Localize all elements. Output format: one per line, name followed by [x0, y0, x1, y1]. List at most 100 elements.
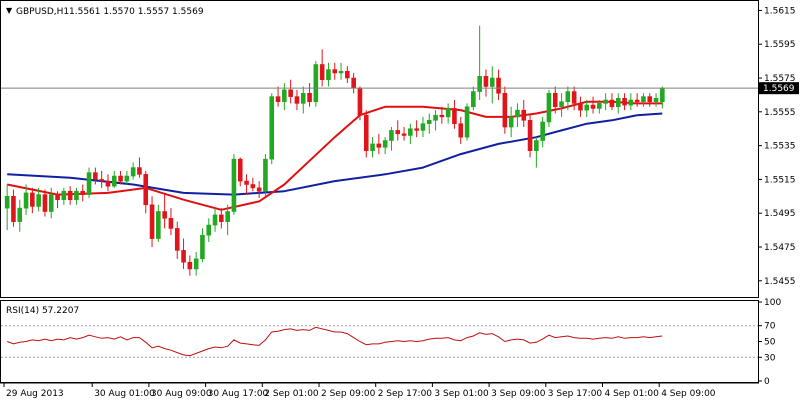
candle-bull — [36, 194, 41, 207]
price-tick-label: 1.5475 — [764, 243, 796, 253]
price-tick-label: 1.5535 — [764, 142, 796, 152]
candle-bull — [515, 109, 520, 118]
candle-bull — [559, 101, 564, 108]
ma-slow-line — [7, 112, 663, 196]
candle-bear — [11, 196, 16, 222]
rsi-pane — [0, 300, 759, 383]
candle-bear — [187, 261, 193, 270]
candle-bear — [502, 92, 508, 128]
candle-bull — [603, 99, 608, 104]
rsi-axis: 100 70 50 30 0 — [758, 298, 781, 387]
candle-bull — [382, 140, 388, 148]
rsi-tick-label: 100 — [764, 298, 781, 308]
price-tick-label: 1.5615 — [764, 6, 796, 16]
candle-bear — [118, 175, 123, 182]
candle-bull — [282, 89, 287, 102]
candle-bear — [80, 190, 86, 195]
price-tick-label: 1.5595 — [764, 40, 796, 50]
candle-bear — [376, 143, 382, 148]
candle-bull — [263, 158, 268, 192]
candle-bull — [300, 92, 306, 104]
candle-bull — [156, 211, 161, 239]
candle-bull — [17, 207, 23, 222]
price-pane — [0, 0, 759, 298]
candle-bull — [477, 76, 482, 92]
candle-bull — [565, 91, 571, 102]
candle-bull — [61, 190, 67, 200]
candle-bear — [439, 114, 445, 118]
candle-bear — [275, 96, 281, 102]
candle-bear — [250, 184, 256, 189]
candles — [4, 25, 665, 276]
time-tick-label: 2 Sep 17:00 — [378, 389, 433, 399]
candle-bull — [313, 64, 319, 102]
price-tick-label: 1.5495 — [764, 209, 796, 219]
candle-bull — [615, 98, 621, 108]
candle-bear — [483, 76, 489, 87]
rsi-series — [7, 326, 663, 357]
candle-bear — [458, 123, 464, 138]
candle-bear — [319, 64, 325, 81]
candle-bear — [332, 69, 338, 74]
candle-bear — [552, 92, 558, 108]
candle-bull — [660, 87, 665, 102]
candle-bear — [452, 108, 457, 124]
triangle-down-icon: ▼ — [6, 6, 13, 15]
candle-bear — [149, 204, 155, 239]
candle-bear — [237, 158, 243, 182]
candle-bull — [74, 190, 79, 200]
candle-bull — [426, 119, 432, 124]
candle-bear — [571, 91, 577, 104]
candle-bull — [4, 196, 10, 209]
rsi-line — [7, 326, 663, 357]
candle-bear — [622, 98, 627, 106]
candle-bull — [86, 172, 92, 195]
candle-bull — [445, 108, 451, 118]
rsi-title: RSI(14) 57.2207 — [6, 306, 79, 316]
candle-bear — [99, 179, 104, 182]
candle-bear — [256, 187, 262, 192]
candle-bull — [433, 114, 438, 121]
candle-bear — [294, 96, 300, 104]
candle-bull — [534, 140, 539, 151]
time-tick-label: 30 Aug 09:00 — [151, 389, 212, 399]
candle-bull — [628, 99, 634, 106]
candle-bull — [641, 96, 646, 102]
candle-bear — [137, 167, 142, 175]
candle-bull — [206, 224, 212, 236]
candle-bear — [288, 89, 293, 97]
candle-bull — [212, 214, 218, 226]
time-tick-label: 3 Sep 09:00 — [491, 389, 546, 399]
ohlc-label: 1.5561 1.5570 1.5557 1.5569 — [69, 7, 204, 17]
candle-bull — [269, 96, 275, 160]
candle-bull — [23, 192, 29, 209]
candle-bear — [67, 190, 73, 200]
symbol-label: GBPUSD,H1 — [16, 7, 69, 17]
time-tick-label: 3 Sep 01:00 — [434, 389, 489, 399]
time-tick-label: 4 Sep 09:00 — [661, 389, 716, 399]
candle-bull — [200, 234, 205, 260]
time-tick-label: 2 Sep 09:00 — [321, 389, 376, 399]
time-tick-label: 30 Aug 17:00 — [208, 389, 269, 399]
rsi-tick-label: 50 — [764, 338, 776, 348]
candle-bear — [93, 172, 98, 180]
candle-bear — [168, 217, 174, 229]
rsi-tick-label: 30 — [764, 353, 776, 363]
candle-bull — [370, 143, 375, 151]
candle-bear — [363, 114, 369, 151]
candle-bull — [584, 104, 590, 111]
candle-bear — [143, 174, 149, 206]
ma-slow-series — [7, 112, 663, 196]
candle-bear — [174, 228, 180, 251]
time-tick-label: 30 Aug 01:00 — [94, 389, 155, 399]
candle-bear — [30, 192, 35, 207]
time-tick-label: 3 Sep 17:00 — [548, 389, 603, 399]
rsi-tick-label: 70 — [764, 322, 776, 332]
time-tick-label: 29 Aug 2013 — [6, 389, 64, 399]
candle-bear — [181, 250, 186, 263]
time-tick-label: 2 Sep 01:00 — [264, 389, 319, 399]
candle-bull — [489, 77, 495, 87]
